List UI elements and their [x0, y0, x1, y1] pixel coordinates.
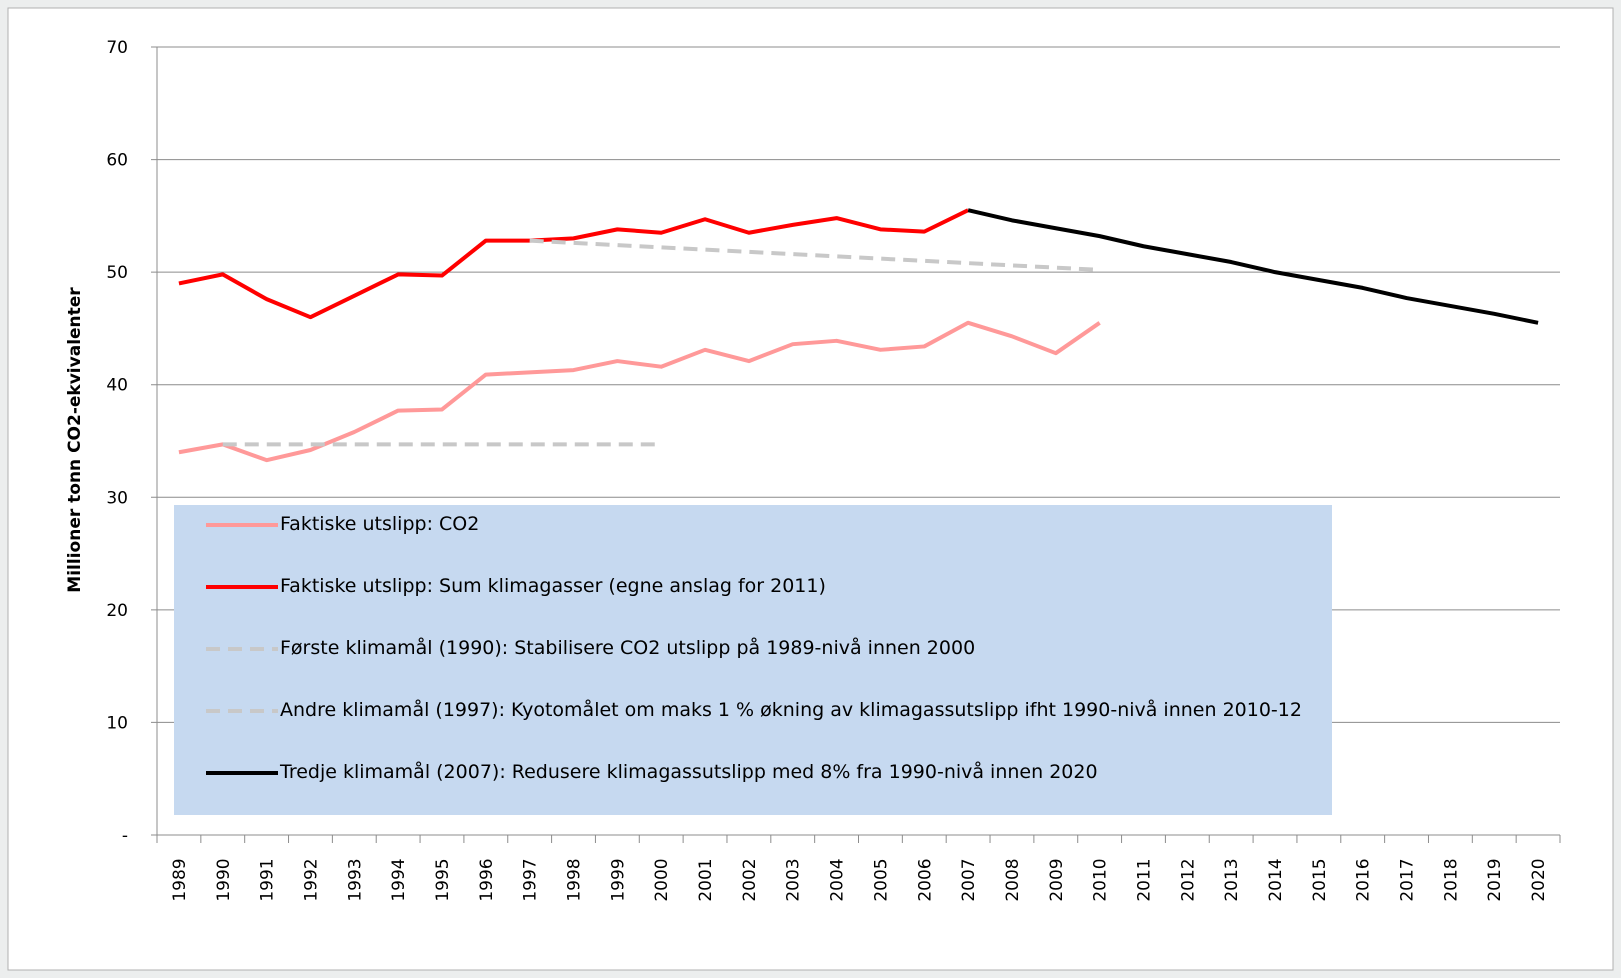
- legend-label: Første klimamål (1990): Stabilisere CO2 …: [280, 637, 976, 659]
- x-tick-label: 1992: [301, 858, 321, 901]
- x-tick-label: 1989: [170, 858, 190, 901]
- x-tick-label: 1990: [214, 858, 234, 901]
- y-tick-label: 60: [106, 151, 128, 171]
- series-line: [529, 238, 1100, 272]
- legend-entry: Tredje klimamål (2007): Redusere klimaga…: [204, 757, 1312, 819]
- legend-label: Andre klimamål (1997): Kyotomålet om mak…: [280, 699, 1302, 721]
- legend: Faktiske utslipp: CO2 Faktiske utslipp: S…: [174, 505, 1332, 815]
- y-tick-label: 30: [106, 488, 128, 508]
- x-tick-label: 1998: [565, 858, 585, 901]
- x-tick-label: 2018: [1441, 858, 1461, 901]
- legend-label: Faktiske utslipp: Sum klimagasser (egne …: [280, 575, 826, 597]
- legend-swatch: [206, 709, 278, 713]
- legend-label: Tredje klimamål (2007): Redusere klimaga…: [280, 761, 1098, 783]
- x-tick-label: 1997: [521, 858, 541, 901]
- x-tick-label: 1991: [258, 858, 278, 901]
- legend-label: Faktiske utslipp: CO2: [280, 513, 480, 535]
- x-tick-label: 2010: [1091, 858, 1111, 901]
- x-tick-label: 1996: [477, 858, 497, 901]
- y-tick-label: 20: [106, 601, 128, 621]
- x-tick-label: 2020: [1529, 858, 1549, 901]
- x-tick-label: 2014: [1266, 858, 1286, 901]
- x-tick-label: 2003: [784, 858, 804, 901]
- chart-frame: [7, 7, 1614, 971]
- series-line: [178, 320, 1101, 463]
- legend-swatch: [206, 771, 278, 775]
- legend-swatch: [206, 647, 278, 651]
- y-tick-label: 70: [106, 38, 128, 58]
- x-tick-label: 2013: [1222, 858, 1242, 901]
- legend-swatch: [206, 585, 278, 589]
- y-tick-label: 10: [106, 713, 128, 733]
- x-tick-label: 2006: [915, 858, 935, 901]
- y-tick-label: 50: [106, 263, 128, 283]
- x-tick-label: 2017: [1398, 858, 1418, 901]
- x-tick-label: 2011: [1134, 858, 1154, 901]
- x-tick-label: 2019: [1485, 858, 1505, 901]
- x-tick-label: 2005: [871, 858, 891, 901]
- x-tick-label: 1994: [389, 858, 409, 901]
- legend-entry: Første klimamål (1990): Stabilisere CO2 …: [204, 633, 1312, 695]
- legend-swatch: [206, 523, 278, 527]
- x-tick-label: 2002: [740, 858, 760, 901]
- x-tick-label: 2004: [828, 858, 848, 901]
- x-tick-label: 2008: [1003, 858, 1023, 901]
- x-tick-label: 2016: [1354, 858, 1374, 901]
- x-tick-label: 2009: [1047, 858, 1067, 901]
- legend-entry: Faktiske utslipp: CO2: [204, 509, 1312, 571]
- x-tick-label: 1999: [608, 858, 628, 901]
- legend-entry: Faktiske utslipp: Sum klimagasser (egne …: [204, 571, 1312, 633]
- series-line: [967, 208, 1539, 325]
- x-tick-label: 1995: [433, 858, 453, 901]
- legend-entry: Andre klimamål (1997): Kyotomålet om mak…: [204, 695, 1312, 757]
- series-line: [178, 208, 969, 320]
- x-tick-label: 1993: [345, 858, 365, 901]
- y-tick-label: -: [122, 826, 128, 846]
- x-tick-label: 2012: [1178, 858, 1198, 901]
- y-axis-label: Millioner tonn CO2-ekvivalenter: [65, 287, 85, 593]
- x-tick-label: 2015: [1310, 858, 1330, 901]
- x-tick-label: 2001: [696, 858, 716, 901]
- x-tick-label: 2000: [652, 858, 672, 901]
- x-tick-label: 2007: [959, 858, 979, 901]
- y-tick-label: 40: [106, 376, 128, 396]
